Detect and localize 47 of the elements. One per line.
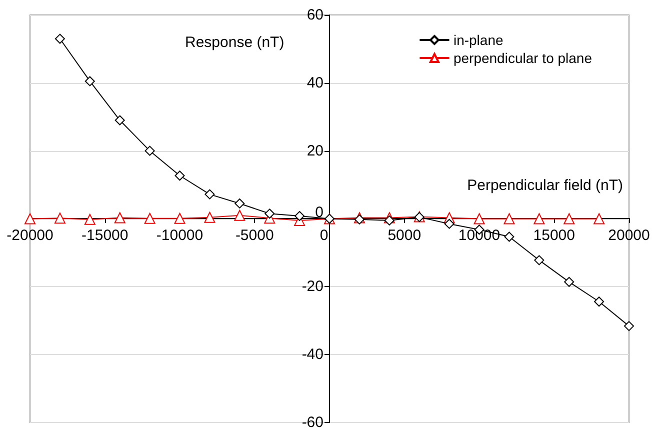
point xyxy=(174,212,186,224)
x-axis-title: Perpendicular field (nT) xyxy=(467,177,624,194)
y-tick-label: 40 xyxy=(306,74,324,92)
x-tick-label: 5000 xyxy=(388,227,422,244)
y-tick-label: -60 xyxy=(302,414,324,430)
x-tick-label: 15000 xyxy=(533,227,575,244)
point xyxy=(204,189,215,200)
point xyxy=(204,212,216,223)
point xyxy=(234,198,245,208)
point xyxy=(234,210,246,221)
point xyxy=(444,218,454,229)
point xyxy=(564,276,574,287)
point xyxy=(624,321,634,332)
y-tick-label: 20 xyxy=(306,142,324,160)
x-tick-label: 20000 xyxy=(608,227,650,244)
point xyxy=(54,212,66,224)
legend-label: perpendicular to plane xyxy=(453,50,592,66)
point xyxy=(264,208,275,219)
y-axis-title: Response (nT) xyxy=(185,34,284,51)
point xyxy=(54,34,65,44)
point xyxy=(474,213,485,224)
point xyxy=(534,255,544,266)
point xyxy=(114,115,125,126)
point xyxy=(564,213,575,224)
y-tick-label: -40 xyxy=(302,346,324,364)
x-tick-label: -5000 xyxy=(235,227,274,244)
point xyxy=(594,213,605,224)
point xyxy=(504,232,514,242)
point xyxy=(144,212,156,224)
legend-label: in-plane xyxy=(453,32,504,48)
y-tick-label: 60 xyxy=(306,6,324,24)
point xyxy=(114,212,126,224)
x-tick-label: -15000 xyxy=(82,227,128,244)
point xyxy=(384,215,394,226)
y-tick-label: 0 xyxy=(315,204,324,221)
point xyxy=(294,211,305,222)
point xyxy=(84,76,95,86)
x-tick-label: -10000 xyxy=(156,227,204,244)
y-tick-label: -20 xyxy=(302,278,324,296)
point xyxy=(144,146,155,156)
point xyxy=(534,213,545,224)
point xyxy=(504,213,515,224)
point xyxy=(84,214,96,225)
x-tick-label: -20000 xyxy=(6,227,54,244)
point xyxy=(24,213,36,224)
point xyxy=(594,296,604,307)
point xyxy=(174,170,185,181)
